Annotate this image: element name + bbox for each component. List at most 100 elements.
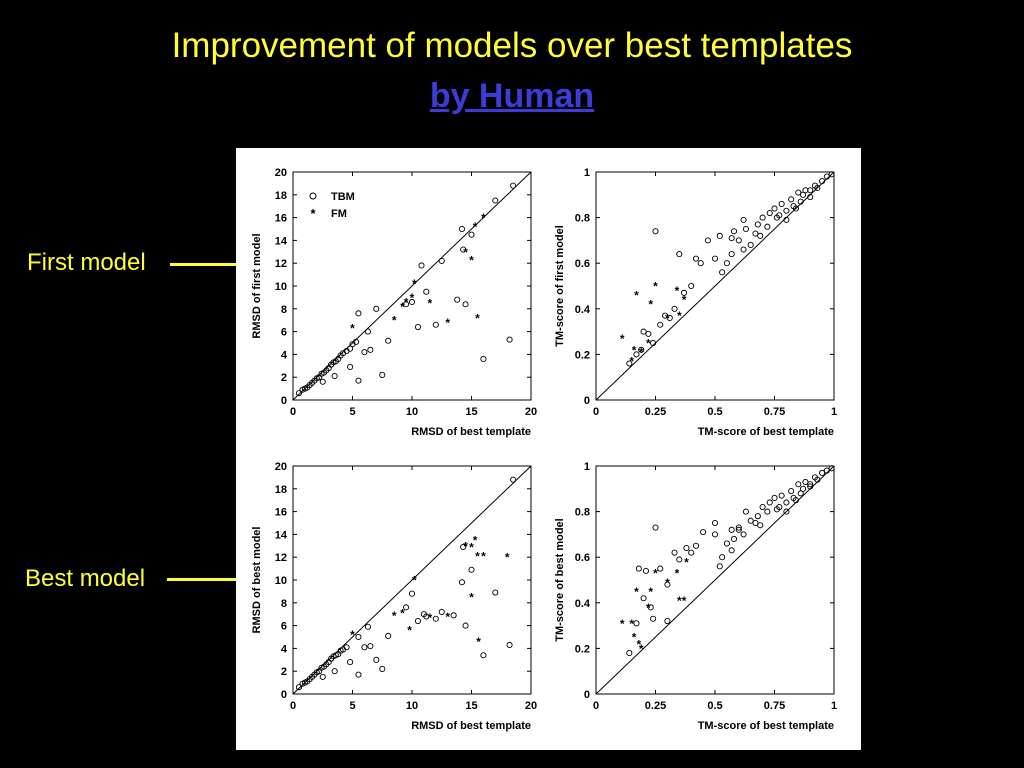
chart-4: 0 0.25 0.5 0.75 1 0 0.2 0.4 0.6 0.8 1 TM-score of b…: [554, 461, 837, 732]
tbm-point: [626, 649, 633, 657]
by-human-link[interactable]: by Human: [429, 77, 595, 115]
tbm-point: [814, 476, 821, 483]
tbm-point: [657, 321, 664, 328]
fm-point: *: [473, 220, 478, 234]
y-tick-label: 18: [275, 484, 287, 496]
fm-point: *: [682, 293, 687, 307]
tbm-point: [807, 194, 814, 201]
fm-point: *: [682, 594, 687, 608]
tbm-point: [828, 171, 835, 178]
legend-label-tbm: TBM: [331, 191, 355, 203]
tbm-point: [379, 665, 386, 672]
tbm-point: [723, 540, 730, 547]
tbm-point: [778, 200, 785, 207]
best-model-pointer: [167, 578, 243, 581]
tbm-point: [778, 492, 785, 499]
tbm-point: [740, 246, 747, 253]
tbm-point: [773, 506, 780, 513]
tbm-point: [657, 565, 664, 572]
fm-point: *: [677, 594, 682, 608]
fm-point: *: [620, 617, 625, 631]
x-tick-label: 0.5: [707, 406, 722, 418]
x-tick-label: 20: [525, 406, 537, 418]
fm-point: *: [639, 642, 644, 656]
tbm-point: [783, 216, 790, 223]
tbm-point: [652, 524, 659, 531]
fm-point: *: [469, 540, 474, 554]
fm-point: *: [392, 314, 397, 328]
tbm-point: [742, 508, 749, 515]
y-tick-label: 1: [584, 167, 590, 179]
tbm-point: [414, 323, 421, 331]
tbm-point: [683, 545, 690, 552]
tbm-point: [367, 346, 374, 353]
tbm-point: [752, 519, 759, 527]
y-tick-label: 0.6: [575, 552, 590, 564]
tbm-point: [671, 305, 678, 312]
tbm-point: [735, 237, 742, 244]
tbm-point: [510, 476, 517, 483]
diagonal-line: [595, 171, 835, 401]
x-tick-label: 10: [406, 700, 418, 712]
fm-point: *: [684, 555, 689, 569]
tbm-point: [676, 251, 683, 258]
fm-point: *: [646, 601, 651, 615]
fm-point: *: [392, 609, 397, 623]
tbm-point: [492, 589, 499, 596]
tbm-point: [764, 223, 771, 230]
fm-point: *: [463, 245, 468, 259]
tbm-point: [661, 312, 669, 319]
fm-point: *: [473, 534, 478, 548]
legend-label-fm: FM: [331, 208, 347, 220]
fm-point: *: [646, 337, 651, 351]
tbm-point: [688, 282, 695, 290]
fm-point: *: [648, 298, 653, 312]
tbm-point: [408, 590, 416, 597]
y-tick-label: 0: [584, 689, 590, 701]
fm-point: *: [675, 284, 680, 298]
diagonal-line: [595, 465, 835, 695]
tbm-point: [650, 615, 657, 622]
x-axis-label: TM-score of best template: [698, 426, 834, 438]
y-tick-label: 8: [281, 598, 287, 610]
tbm-point: [747, 517, 754, 524]
tbm-point: [361, 644, 368, 651]
tbm-point: [788, 196, 795, 203]
tbm-point: [647, 604, 654, 611]
tbm-point: [633, 351, 640, 358]
tbm-point: [697, 260, 704, 267]
tbm-point: [506, 641, 513, 649]
tbm-point: [626, 360, 633, 367]
fm-point: *: [475, 550, 480, 564]
tbm-point: [828, 465, 835, 472]
tbm-point: [343, 644, 350, 651]
tbm-point: [759, 214, 766, 221]
tbm-point: [795, 481, 802, 488]
fm-point: *: [629, 355, 634, 369]
tbm-point: [692, 542, 700, 549]
tbm-point: [792, 497, 799, 504]
y-axis-label: RMSD of best model: [251, 527, 263, 634]
fm-point: *: [428, 297, 433, 311]
fm-point: *: [410, 291, 415, 305]
chart-panel: 0 5 10 15 20 0 2 4 6 8 10 12 14 16 18 20 RMSD of best te…: [236, 148, 861, 750]
x-tick-label: 0.5: [707, 700, 722, 712]
y-tick-label: 0: [584, 395, 590, 407]
tbm-point: [331, 373, 338, 380]
tbm-point: [645, 330, 652, 337]
tbm-point: [432, 615, 439, 622]
tbm-point: [783, 207, 790, 214]
fm-point: *: [445, 316, 450, 330]
tbm-point: [764, 508, 771, 515]
y-tick-label: 0.4: [575, 598, 591, 610]
tbm-point: [652, 228, 659, 235]
tbm-point: [635, 565, 642, 572]
best-model-label: Best model: [25, 565, 146, 592]
fm-point: *: [404, 295, 409, 309]
tbm-point: [735, 524, 742, 531]
tbm-point: [642, 567, 650, 574]
fm-point: *: [412, 277, 417, 291]
fm-point: *: [634, 289, 639, 303]
x-axis-label: TM-score of best template: [698, 720, 834, 732]
